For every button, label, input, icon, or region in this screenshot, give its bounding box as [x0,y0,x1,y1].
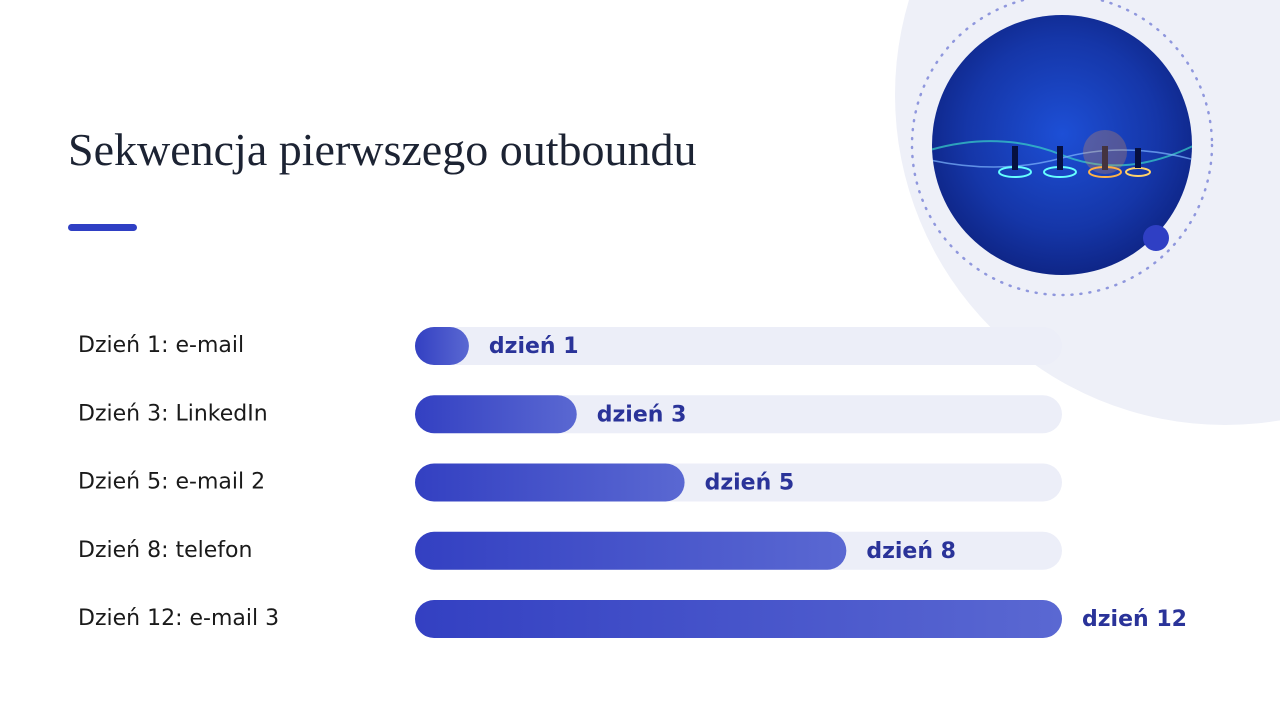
category-label: Dzień 12: e-mail 3 [78,606,279,631]
bar-track [415,327,1062,365]
value-label: dzień 1 [489,334,579,359]
value-label: dzień 8 [866,539,956,564]
bar [415,463,685,502]
category-label: Dzień 8: telefon [78,538,252,563]
bar [415,395,577,434]
bar [415,327,469,365]
bar [415,531,847,570]
bar [415,600,1062,638]
value-label: dzień 12 [1082,607,1187,632]
value-label: dzień 3 [597,402,687,427]
category-label: Dzień 1: e-mail [78,333,244,358]
dotted-ring [910,0,1214,297]
chart-title: Sekwencja pierwszego outboundu [68,124,697,175]
decor-dot [1143,225,1169,251]
value-label: dzień 5 [705,471,795,496]
category-label: Dzień 3: LinkedIn [78,401,268,426]
category-label: Dzień 5: e-mail 2 [78,470,265,495]
bar-track [415,395,1062,434]
title-accent [68,224,137,231]
